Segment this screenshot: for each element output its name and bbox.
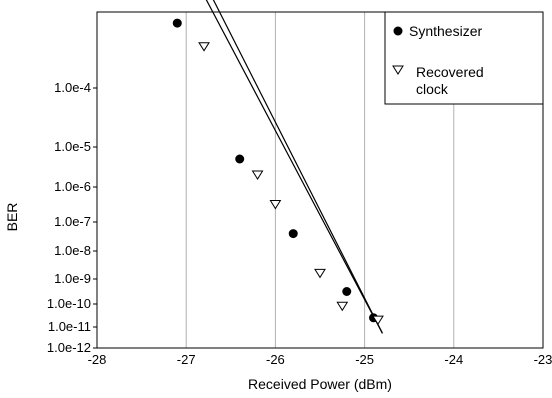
y-tick-label: 1.0e-10 bbox=[47, 296, 91, 311]
x-tick-label: -23 bbox=[534, 352, 552, 367]
legend-label-synthesizer: Synthesizer bbox=[409, 23, 482, 39]
y-tick-marks bbox=[93, 87, 97, 349]
y-tick-labels: 1.0e-4 1.0e-5 1.0e-6 1.0e-7 1.0e-8 1.0e-9 1.0e… bbox=[47, 80, 91, 355]
data-point-synthesizer bbox=[172, 18, 182, 28]
data-point-recovered-clock bbox=[314, 268, 326, 279]
x-tick-label: -28 bbox=[88, 352, 107, 367]
x-tick-labels: -28 -27 -26 -25 -24 -23 bbox=[88, 352, 552, 367]
legend-box bbox=[384, 11, 544, 105]
data-point-synthesizer bbox=[342, 287, 352, 296]
data-point-recovered-clock bbox=[198, 42, 210, 52]
fit-lines bbox=[205, 0, 383, 334]
legend-label-recovered-clock: Recovered clock bbox=[416, 64, 484, 97]
y-tick-label: 1.0e-11 bbox=[48, 319, 91, 334]
x-tick-label: -26 bbox=[266, 352, 285, 367]
data-point-recovered-clock bbox=[372, 315, 384, 326]
x-tick-label: -27 bbox=[177, 352, 196, 367]
data-points bbox=[172, 18, 384, 326]
y-tick-label: 1.0e-7 bbox=[54, 214, 91, 229]
y-tick-label: 1.0e-6 bbox=[54, 179, 91, 194]
legend-marker-recovered-clock bbox=[392, 65, 404, 75]
legend-marker-synthesizer bbox=[393, 26, 403, 36]
data-point-recovered-clock bbox=[251, 170, 264, 180]
legend-label-line: clock bbox=[416, 81, 449, 97]
data-point-recovered-clock bbox=[336, 301, 349, 312]
x-tick-label: -25 bbox=[355, 352, 374, 367]
y-tick-label: 1.0e-4 bbox=[54, 80, 91, 95]
fit-line bbox=[212, 0, 383, 334]
legend: Synthesizer Recovered clock bbox=[384, 11, 544, 105]
y-tick-label: 1.0e-5 bbox=[54, 139, 91, 154]
data-point-synthesizer bbox=[288, 229, 298, 239]
y-tick-label: 1.0e-8 bbox=[54, 243, 91, 258]
y-tick-label: 1.0e-9 bbox=[54, 271, 91, 286]
y-axis-label: BER bbox=[4, 203, 20, 232]
plot-area bbox=[96, 11, 544, 349]
y-tick-label: 1.0e-12 bbox=[47, 340, 91, 355]
legend-label-line: Recovered bbox=[416, 64, 484, 80]
fit-line bbox=[205, 0, 383, 334]
data-point-recovered-clock bbox=[269, 200, 282, 210]
x-axis-label: Received Power (dBm) bbox=[248, 376, 392, 392]
x-tick-label: -24 bbox=[444, 352, 463, 367]
data-point-synthesizer bbox=[235, 154, 245, 164]
